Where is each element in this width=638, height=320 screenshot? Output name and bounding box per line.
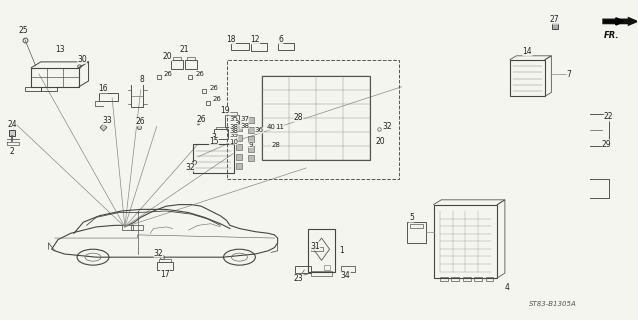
Text: FR.: FR. [604,31,619,40]
Text: 32: 32 [382,122,392,131]
Text: 1: 1 [339,245,344,254]
Bar [434,204,497,278]
Text: 20: 20 [376,137,385,146]
Text: 14: 14 [523,47,532,56]
Bar [226,60,399,179]
Text: 19: 19 [221,106,230,115]
Bar [122,225,133,230]
Bar [295,266,311,273]
Text: 26: 26 [209,85,218,91]
Text: 3: 3 [211,133,216,142]
Bar [226,112,237,116]
Text: 9: 9 [249,142,253,148]
Text: ST83-B1305A: ST83-B1305A [529,301,577,307]
Text: 5: 5 [409,213,414,222]
Text: 8: 8 [140,75,144,84]
Bar [311,247,323,251]
Text: 13: 13 [55,44,64,54]
Bar [407,222,426,243]
Bar [185,60,197,69]
Text: 29: 29 [602,140,612,148]
Text: 33: 33 [103,116,112,125]
Text: 20: 20 [163,52,172,61]
Bar [100,93,119,101]
Text: 27: 27 [550,15,560,24]
Bar [463,277,470,281]
Text: 38: 38 [229,124,238,130]
Bar [187,57,195,60]
Bar [251,43,267,51]
Bar [41,87,57,92]
Text: 28: 28 [294,114,304,123]
Text: 2: 2 [10,147,15,156]
Text: 15: 15 [209,137,219,146]
Text: 22: 22 [604,113,613,122]
Text: 31: 31 [310,242,320,251]
Text: 36: 36 [255,127,263,133]
Text: 16: 16 [98,84,107,93]
Bar [341,267,355,272]
Bar [159,259,171,262]
Bar [25,87,41,92]
Bar [131,225,143,230]
Bar [410,224,423,228]
Bar [231,43,249,50]
Bar [216,126,226,129]
Bar [157,262,173,270]
Bar [474,277,482,281]
Text: 6: 6 [278,35,283,44]
Text: 10: 10 [229,139,238,145]
Bar [486,277,493,281]
Text: 32: 32 [154,249,163,258]
Text: 11: 11 [275,124,284,130]
Text: 32: 32 [185,163,195,172]
Text: 35: 35 [229,116,238,122]
Bar [510,60,545,96]
Text: 26: 26 [136,117,145,126]
Bar [31,68,79,87]
Bar [173,57,181,60]
Bar [262,76,370,160]
Text: 40: 40 [267,124,276,130]
Text: 26: 26 [212,96,221,102]
Text: 7: 7 [567,70,572,79]
Text: 30: 30 [77,55,87,64]
Bar [308,228,335,271]
Text: 24: 24 [8,120,17,130]
Bar [452,277,459,281]
Text: 39: 39 [229,132,238,138]
Text: 23: 23 [294,274,304,283]
Bar [225,116,239,126]
FancyArrow shape [602,17,638,26]
Bar [440,277,448,281]
Bar [172,60,182,69]
Text: 26: 26 [164,71,172,77]
Bar [193,144,234,173]
Text: 12: 12 [251,36,260,44]
Bar [214,129,228,139]
Text: 37: 37 [240,116,249,122]
Text: 34: 34 [341,271,351,280]
Bar [311,271,332,276]
Text: 17: 17 [160,269,170,279]
Text: 18: 18 [226,35,236,44]
Text: 36: 36 [234,120,243,126]
Text: 26: 26 [195,71,204,77]
Text: 21: 21 [179,44,189,54]
Text: 4: 4 [505,283,509,292]
Text: 26: 26 [197,115,206,124]
Text: 28: 28 [271,142,280,148]
Text: 38: 38 [229,128,238,134]
Text: 38: 38 [240,123,249,129]
Text: 25: 25 [18,27,28,36]
Bar [324,265,330,270]
Bar [278,43,293,50]
